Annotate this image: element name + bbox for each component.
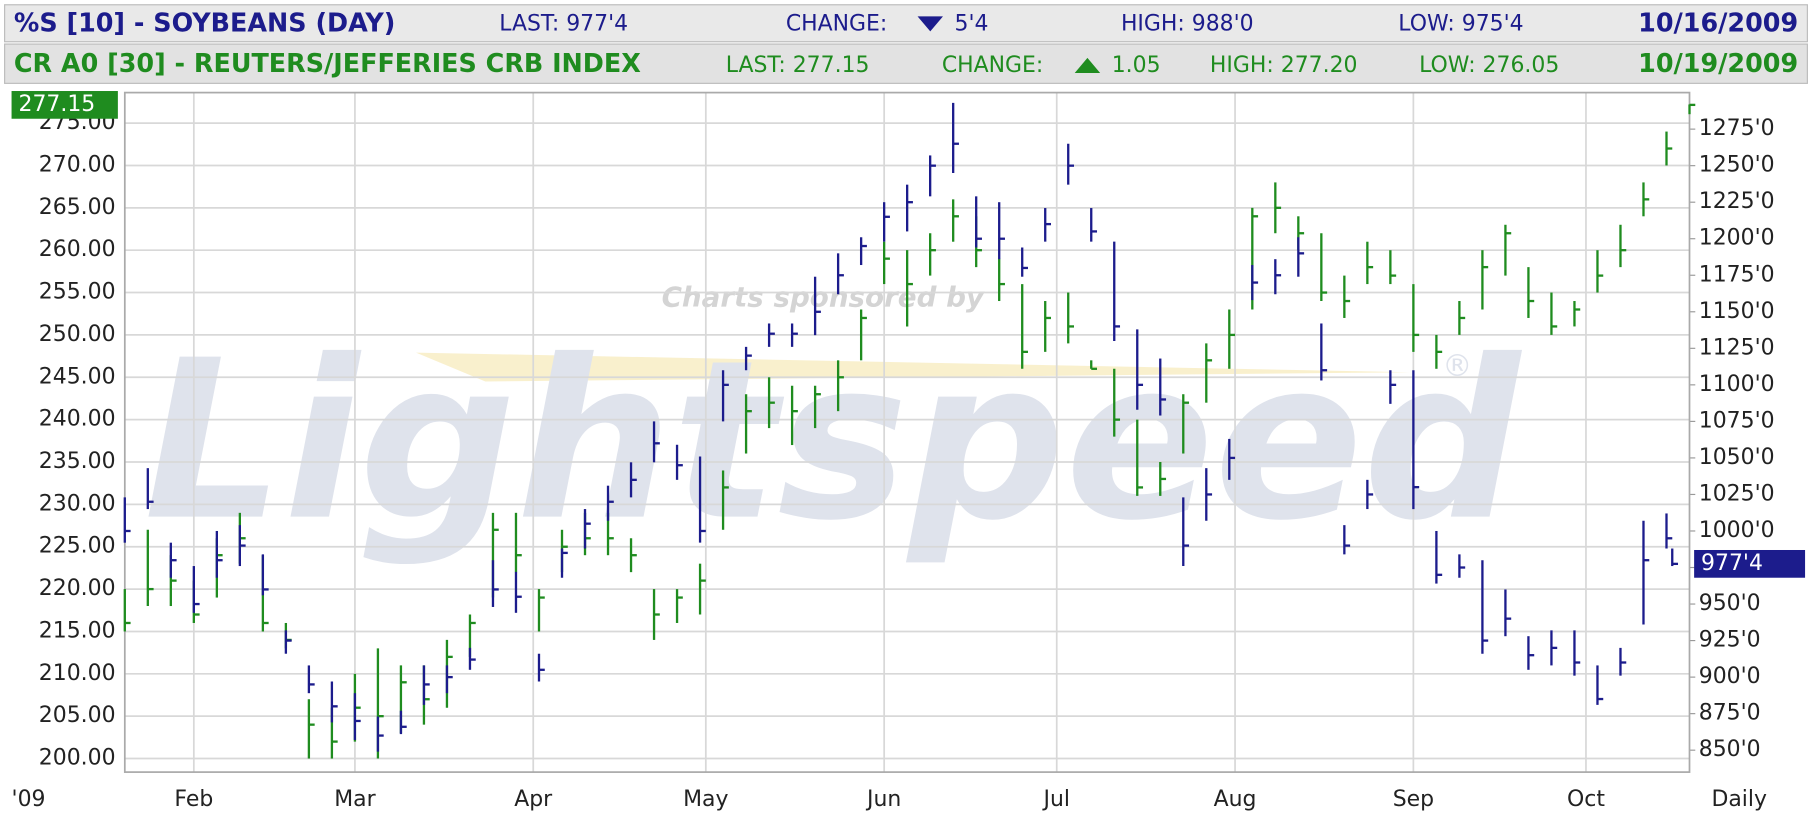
header-crb: CR A0 [30] - REUTERS/JEFFERIES CRB INDEX… bbox=[14, 48, 1798, 78]
y2-tick-label: 1200'0 bbox=[1699, 226, 1775, 251]
x-tick-label: Sep bbox=[1393, 787, 1434, 812]
y2-tick-label: 1175'0 bbox=[1699, 262, 1775, 287]
x-tick-label: Jun bbox=[865, 787, 901, 812]
change-label: CHANGE: bbox=[942, 53, 1043, 78]
y-tick-label: 205.00 bbox=[39, 703, 116, 728]
y2-tick-label: 1050'0 bbox=[1699, 445, 1775, 470]
y-tick-label: 215.00 bbox=[39, 618, 116, 643]
low: LOW: 276.05 bbox=[1419, 53, 1559, 78]
last-price-label: 277.15 bbox=[18, 92, 95, 117]
x-tick-label: Mar bbox=[334, 787, 376, 812]
last-price-box bbox=[1694, 549, 1806, 578]
watermark-mark: ® bbox=[1442, 349, 1472, 384]
high: HIGH: 277.20 bbox=[1210, 53, 1358, 78]
symbol: CR A0 [30] - REUTERS/JEFFERIES CRB INDEX bbox=[14, 48, 641, 78]
y-tick-label: 230.00 bbox=[39, 491, 116, 516]
y-tick-label: 260.00 bbox=[39, 237, 116, 262]
high: HIGH: 988'0 bbox=[1121, 11, 1254, 36]
change-label: CHANGE: bbox=[786, 11, 887, 36]
x-end-label: Daily bbox=[1711, 787, 1767, 812]
x-tick-label: Apr bbox=[514, 787, 553, 812]
last: LAST: 977'4 bbox=[499, 11, 628, 36]
y2-tick-label: 1100'0 bbox=[1699, 372, 1775, 397]
header-soybeans: %S [10] - SOYBEANS (DAY) LAST: 977'4 CHA… bbox=[14, 7, 1798, 37]
plot-frame bbox=[123, 91, 1691, 773]
symbol: %S [10] - SOYBEANS (DAY) bbox=[14, 7, 396, 37]
y2-tick-label: 1225'0 bbox=[1699, 189, 1775, 214]
low: LOW: 975'4 bbox=[1398, 11, 1523, 36]
watermark-note: Charts sponsored by bbox=[662, 280, 986, 313]
y-tick-label: 235.00 bbox=[39, 449, 116, 474]
y2-tick-label: 950'0 bbox=[1699, 591, 1761, 616]
y2-tick-label: 1075'0 bbox=[1699, 408, 1775, 433]
y-tick-label: 210.00 bbox=[39, 661, 116, 686]
y-tick-label: 200.00 bbox=[39, 746, 116, 771]
y2-tick-label: 1150'0 bbox=[1699, 299, 1775, 324]
y2-tick-label: 1275'0 bbox=[1699, 116, 1775, 141]
x-tick-label: Jul bbox=[1041, 787, 1069, 812]
y-tick-label: 270.00 bbox=[39, 152, 116, 177]
x-tick-label: May bbox=[683, 787, 728, 812]
watermark: Lightspeed Charts sponsored by ® bbox=[144, 280, 1522, 568]
change: 1.05 bbox=[1112, 53, 1161, 78]
x-tick-label: Oct bbox=[1567, 787, 1605, 812]
y-tick-label: 245.00 bbox=[39, 364, 116, 389]
y-tick-label: 265.00 bbox=[39, 195, 116, 220]
y2-tick-label: 1250'0 bbox=[1699, 153, 1775, 178]
y-tick-label: 225.00 bbox=[39, 534, 116, 559]
watermark-text: Lightspeed bbox=[144, 313, 1522, 569]
down-arrow bbox=[917, 16, 943, 32]
header-row-2 bbox=[4, 43, 1808, 84]
last: LAST: 277.15 bbox=[726, 53, 870, 78]
x-tick-label: Feb bbox=[174, 787, 213, 812]
up-arrow bbox=[1074, 57, 1101, 73]
y2-tick-label: 1025'0 bbox=[1699, 481, 1775, 506]
y2-tick-label: 875'0 bbox=[1699, 701, 1761, 726]
date: 10/19/2009 bbox=[1638, 48, 1798, 78]
grid bbox=[124, 92, 1690, 773]
date: 10/16/2009 bbox=[1638, 7, 1798, 37]
x-start-label: '09 bbox=[12, 787, 46, 812]
y-tick-label: 250.00 bbox=[39, 322, 116, 347]
last-price-label: 977'4 bbox=[1701, 551, 1763, 576]
y-tick-label: 240.00 bbox=[39, 407, 116, 432]
change: 5'4 bbox=[955, 11, 989, 36]
y-tick-label: 255.00 bbox=[39, 280, 116, 305]
last-price-box bbox=[11, 91, 118, 119]
y2-tick-label: 1000'0 bbox=[1699, 518, 1775, 543]
price-bars bbox=[123, 102, 1679, 752]
y2-tick-label: 900'0 bbox=[1699, 664, 1761, 689]
y2-tick-label: 925'0 bbox=[1699, 628, 1761, 653]
y2-tick-label: 850'0 bbox=[1699, 737, 1761, 762]
y-tick-label: 220.00 bbox=[39, 576, 116, 601]
x-tick-label: Aug bbox=[1214, 787, 1257, 812]
header-row-1 bbox=[4, 4, 1808, 43]
y2-tick-label: 1125'0 bbox=[1699, 335, 1775, 360]
